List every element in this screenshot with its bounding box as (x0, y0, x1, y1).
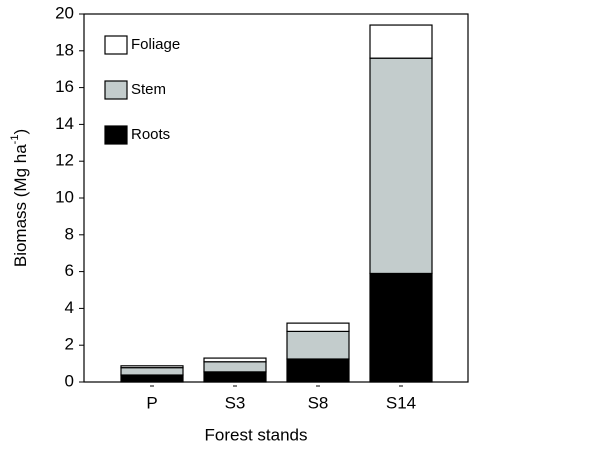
x-tick-label: S8 (308, 393, 329, 412)
y-tick-label: 0 (65, 371, 74, 390)
bar-segment (286, 358, 350, 383)
bar-segment (203, 361, 267, 373)
y-label-text: Biomass (Mg ha (11, 144, 30, 267)
plot-frame (83, 13, 469, 383)
legend-swatch (104, 80, 128, 100)
y-tick-label: 4 (65, 298, 74, 317)
legend-swatch (104, 125, 128, 145)
bar-segment (369, 24, 433, 59)
bar-segment (120, 365, 184, 369)
legend-label: Foliage (131, 36, 180, 53)
bar-segment (286, 322, 350, 332)
y-tick-label: 8 (65, 224, 74, 243)
legend-swatch (104, 35, 128, 55)
bar-segment (120, 367, 184, 376)
bar-segment (203, 371, 267, 383)
x-axis-label: Forest stands (205, 425, 308, 444)
y-axis-label: Biomass (Mg ha-1) (9, 129, 31, 267)
y-tick-label: 12 (55, 151, 74, 170)
bar-segment (369, 272, 433, 383)
bar-segment (286, 330, 350, 360)
y-label-closing: ) (11, 129, 30, 135)
bar-segment (203, 357, 267, 363)
y-tick-label: 10 (55, 187, 74, 206)
y-tick-label: 16 (55, 77, 74, 96)
x-tick-label: S14 (386, 393, 416, 412)
x-tick-label: P (146, 393, 157, 412)
y-tick-label: 20 (55, 3, 74, 22)
legend-label: Stem (131, 81, 166, 98)
y-tick-label: 18 (55, 40, 74, 59)
y-tick-label: 14 (55, 114, 74, 133)
x-tick-label: S3 (225, 393, 246, 412)
legend-label: Roots (131, 126, 170, 143)
bar-segment (369, 57, 433, 275)
y-label-superscript: -1 (9, 135, 21, 145)
y-tick-label: 2 (65, 335, 74, 354)
y-tick-label: 6 (65, 261, 74, 280)
bar-segment (120, 374, 184, 383)
